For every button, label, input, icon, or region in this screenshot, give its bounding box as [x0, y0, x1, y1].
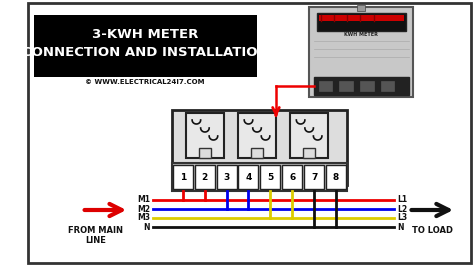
Text: 8: 8	[333, 172, 339, 181]
Text: 6: 6	[289, 172, 295, 181]
Bar	[282, 165, 302, 189]
Text: 3: 3	[223, 172, 229, 181]
Text: KWH METER: KWH METER	[344, 32, 378, 38]
Bar	[360, 81, 374, 91]
Bar	[186, 113, 224, 158]
Text: 4: 4	[245, 172, 252, 181]
Text: CONNECTION AND INSTALLATION: CONNECTION AND INSTALLATION	[22, 45, 269, 59]
Text: FROM MAIN
LINE: FROM MAIN LINE	[68, 226, 123, 246]
Bar	[172, 163, 347, 191]
Text: 3-KWH METER: 3-KWH METER	[92, 27, 199, 40]
Text: M1: M1	[137, 196, 150, 205]
Bar	[309, 7, 413, 97]
Text: M2: M2	[137, 205, 150, 214]
Text: L1: L1	[397, 196, 407, 205]
Text: N: N	[144, 222, 150, 231]
Bar	[34, 15, 257, 77]
Text: © WWW.ELECTRICAL24I7.COM: © WWW.ELECTRICAL24I7.COM	[85, 79, 205, 85]
Text: TO LOAD: TO LOAD	[412, 226, 453, 235]
Bar	[199, 148, 210, 158]
Bar	[381, 81, 394, 91]
Bar	[357, 5, 365, 11]
Bar	[339, 81, 353, 91]
Bar	[172, 110, 347, 185]
Text: 5: 5	[267, 172, 273, 181]
Bar	[217, 165, 237, 189]
Bar	[319, 81, 332, 91]
Bar	[317, 13, 406, 31]
Bar	[251, 148, 263, 158]
Bar	[319, 15, 404, 21]
Text: L3: L3	[397, 214, 407, 222]
Text: 2: 2	[201, 172, 208, 181]
Bar	[195, 165, 215, 189]
Bar	[304, 165, 324, 189]
Bar	[260, 165, 280, 189]
Bar	[303, 148, 315, 158]
Text: M3: M3	[137, 214, 150, 222]
Bar	[238, 165, 258, 189]
Text: 7: 7	[311, 172, 318, 181]
Bar	[314, 77, 409, 95]
Text: N: N	[397, 222, 404, 231]
Text: L2: L2	[397, 205, 407, 214]
Bar	[326, 165, 346, 189]
Text: 1: 1	[180, 172, 186, 181]
Bar	[290, 113, 328, 158]
Bar	[238, 113, 276, 158]
Bar	[173, 165, 193, 189]
